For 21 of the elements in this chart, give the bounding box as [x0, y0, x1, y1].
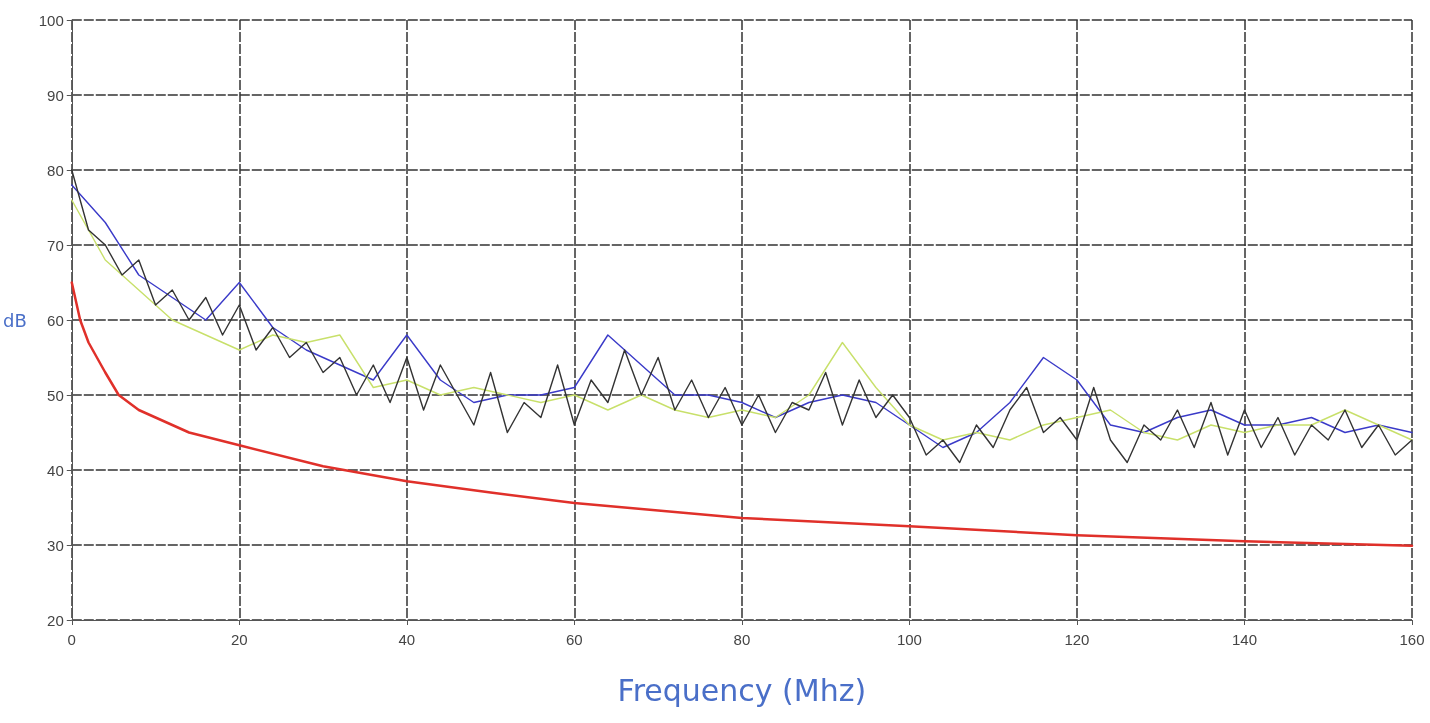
y-tick-label: 50: [47, 386, 64, 404]
x-tick-label: 20: [230, 631, 248, 648]
y-tick-label: 40: [47, 461, 64, 479]
y-tick-label: 20: [47, 611, 64, 629]
x-tick-label: 140: [1231, 631, 1257, 648]
y-tick-label: 60: [47, 311, 64, 329]
y-tick-label: 80: [47, 161, 64, 179]
y-tick-label: 90: [47, 86, 64, 104]
x-tick-label: 100: [896, 631, 922, 648]
y-tick-label: 30: [47, 536, 64, 554]
x-axis-title: Frequency (Mhz): [617, 672, 867, 708]
line-series: [70, 281, 1414, 547]
y-axis-title: dB: [2, 309, 27, 331]
x-tick-label: 60: [566, 631, 583, 648]
x-tick-label: 160: [1399, 631, 1425, 648]
y-tick-label: 70: [47, 236, 64, 254]
x-tick-label: 120: [1064, 631, 1090, 648]
x-tick-label: 80: [733, 631, 751, 648]
x-tick-label: 0: [67, 631, 76, 648]
x-tick-label: 40: [398, 631, 416, 648]
y-tick-label: 100: [38, 11, 64, 29]
